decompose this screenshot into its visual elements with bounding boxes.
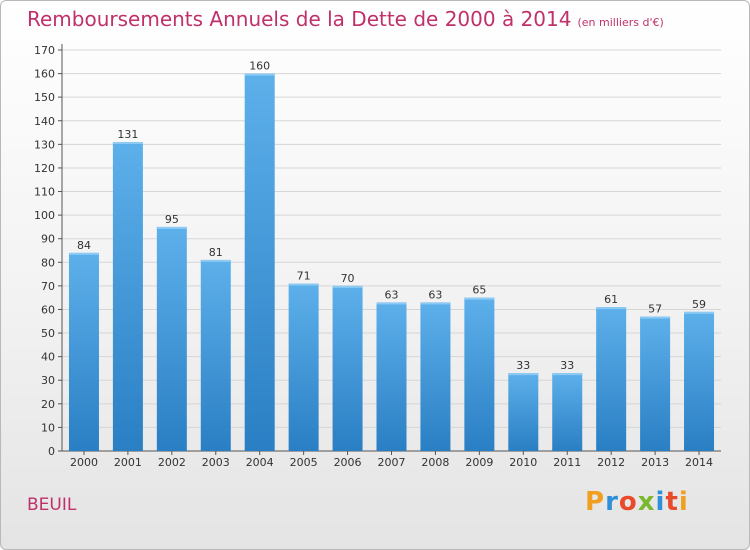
data-label: 131 [117,128,138,141]
proxiti-logo: Proxiti [585,487,689,517]
bar-2002 [156,226,187,451]
data-label: 160 [249,60,270,73]
bar-top-edge [552,373,583,376]
bar-2001 [112,141,143,451]
data-label: 61 [604,293,618,306]
logo-letter: r [605,487,619,517]
data-label: 33 [516,359,530,372]
x-tick-label: 2012 [597,456,625,469]
commune-name: BEUIL [27,495,77,515]
bar-top-edge [244,73,275,76]
chart-unit-label: (en milliers d'€) [577,16,664,29]
logo-letter: P [585,487,606,517]
x-tick-label: 2013 [641,456,669,469]
bar-2012 [596,307,627,451]
bar-2010 [508,373,539,451]
chart-title: Remboursements Annuels de la Dette de 20… [27,7,664,31]
y-tick-label: 90 [41,233,55,246]
y-tick-label: 170 [34,44,55,57]
bar-top-edge [112,141,143,144]
x-tick-label: 2004 [246,456,274,469]
y-tick-label: 130 [34,138,55,151]
bar-2000 [68,252,99,451]
bar-top-edge [596,307,627,310]
bar-2013 [640,316,671,451]
x-tick-label: 2010 [509,456,537,469]
bar-top-edge [332,285,363,288]
data-label: 70 [341,272,355,285]
bar-top-edge [68,252,99,255]
data-label: 63 [385,288,399,301]
x-tick-label: 2002 [158,456,186,469]
y-tick-label: 0 [48,445,55,458]
y-tick-label: 100 [34,209,55,222]
logo-letter: t [665,487,679,517]
y-tick-label: 160 [34,68,55,81]
bar-2003 [200,259,231,451]
bar-2004 [244,73,275,452]
x-tick-label: 2003 [202,456,230,469]
bar-2008 [420,302,451,451]
chart-title-text: Remboursements Annuels de la Dette de 20… [27,7,572,31]
y-tick-label: 30 [41,374,55,387]
logo-letter: o [618,487,638,517]
bar-top-edge [640,316,671,319]
y-tick-label: 110 [34,186,55,199]
bar-top-edge [376,302,407,305]
bar-2011 [552,373,583,451]
data-label: 65 [472,284,486,297]
data-label: 95 [165,213,179,226]
x-tick-label: 2000 [70,456,98,469]
data-label: 59 [692,298,706,311]
data-label: 84 [77,239,91,252]
x-tick-label: 2006 [334,456,362,469]
x-tick-label: 2009 [465,456,493,469]
data-label: 81 [209,246,223,259]
bar-2007 [376,302,407,451]
data-labels: 84 131 95 81 160 71 70 63 63 65 33 33 61 57 59 [77,60,706,373]
y-tick-label: 10 [41,421,55,434]
y-tick-label: 120 [34,162,55,175]
y-tick-label: 70 [41,280,55,293]
bars [68,73,715,452]
logo-letter: i [655,487,666,517]
y-tick-label: 40 [41,351,55,364]
y-tick-label: 60 [41,303,55,316]
y-tick-label: 150 [34,91,55,104]
data-label: 33 [560,359,574,372]
y-tick-label: 50 [41,327,55,340]
y-tick-label: 140 [34,115,55,128]
bar-top-edge [464,297,495,300]
bar-top-edge [508,373,539,376]
x-tick-label: 2007 [378,456,406,469]
y-tick-label: 20 [41,398,55,411]
logo-letter: x [637,487,656,517]
x-tick-label: 2011 [553,456,581,469]
bar-top-edge [684,311,715,314]
logo-letter: i [678,487,689,517]
bar-2009 [464,297,495,451]
data-label: 57 [648,303,662,316]
x-tick-label: 2005 [290,456,318,469]
bar-top-edge [288,283,319,286]
bar-2005 [288,283,319,451]
bar-2006 [332,285,363,451]
x-tick-label: 2001 [114,456,142,469]
x-tick-label: 2014 [685,456,713,469]
data-label: 63 [428,288,442,301]
y-tick-label: 80 [41,256,55,269]
bar-top-edge [156,226,187,229]
bar-top-edge [420,302,451,305]
data-label: 71 [297,270,311,283]
bar-top-edge [200,259,231,262]
bar-2014 [684,311,715,451]
x-tick-label: 2008 [421,456,449,469]
